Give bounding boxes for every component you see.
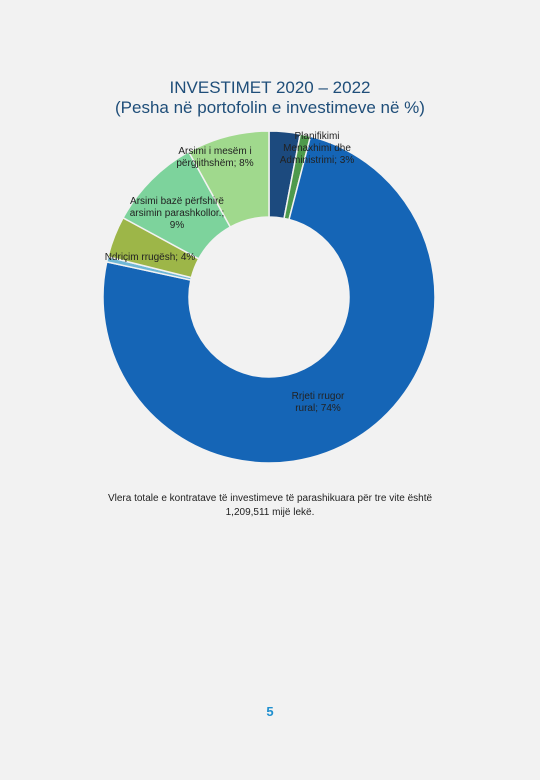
data-label: Arsimi i mesëm i përgjithshëm; 8% [176,146,254,169]
donut-segment [187,130,270,229]
page-number: 5 [266,704,274,719]
donut-segment [102,135,436,464]
data-label: Ndriçim rrugësh; 4% [104,252,196,263]
data-label: Menaxhimi dhe Administrimi; 3% [279,143,355,166]
note: Vlera totale e kontratave të investimeve… [107,493,433,518]
data-label: Planifikimi [294,131,340,142]
data-label: Arsimi bazë përfshirë arsimin parashkoll… [129,196,225,231]
chart-title: INVESTIMET 2020 – 2022 [169,78,371,97]
data-label: Rrjeti rrugor rural; 74% [291,391,345,414]
chart-subtitle: (Pesha në portofolin e investimeve në %) [115,98,425,117]
